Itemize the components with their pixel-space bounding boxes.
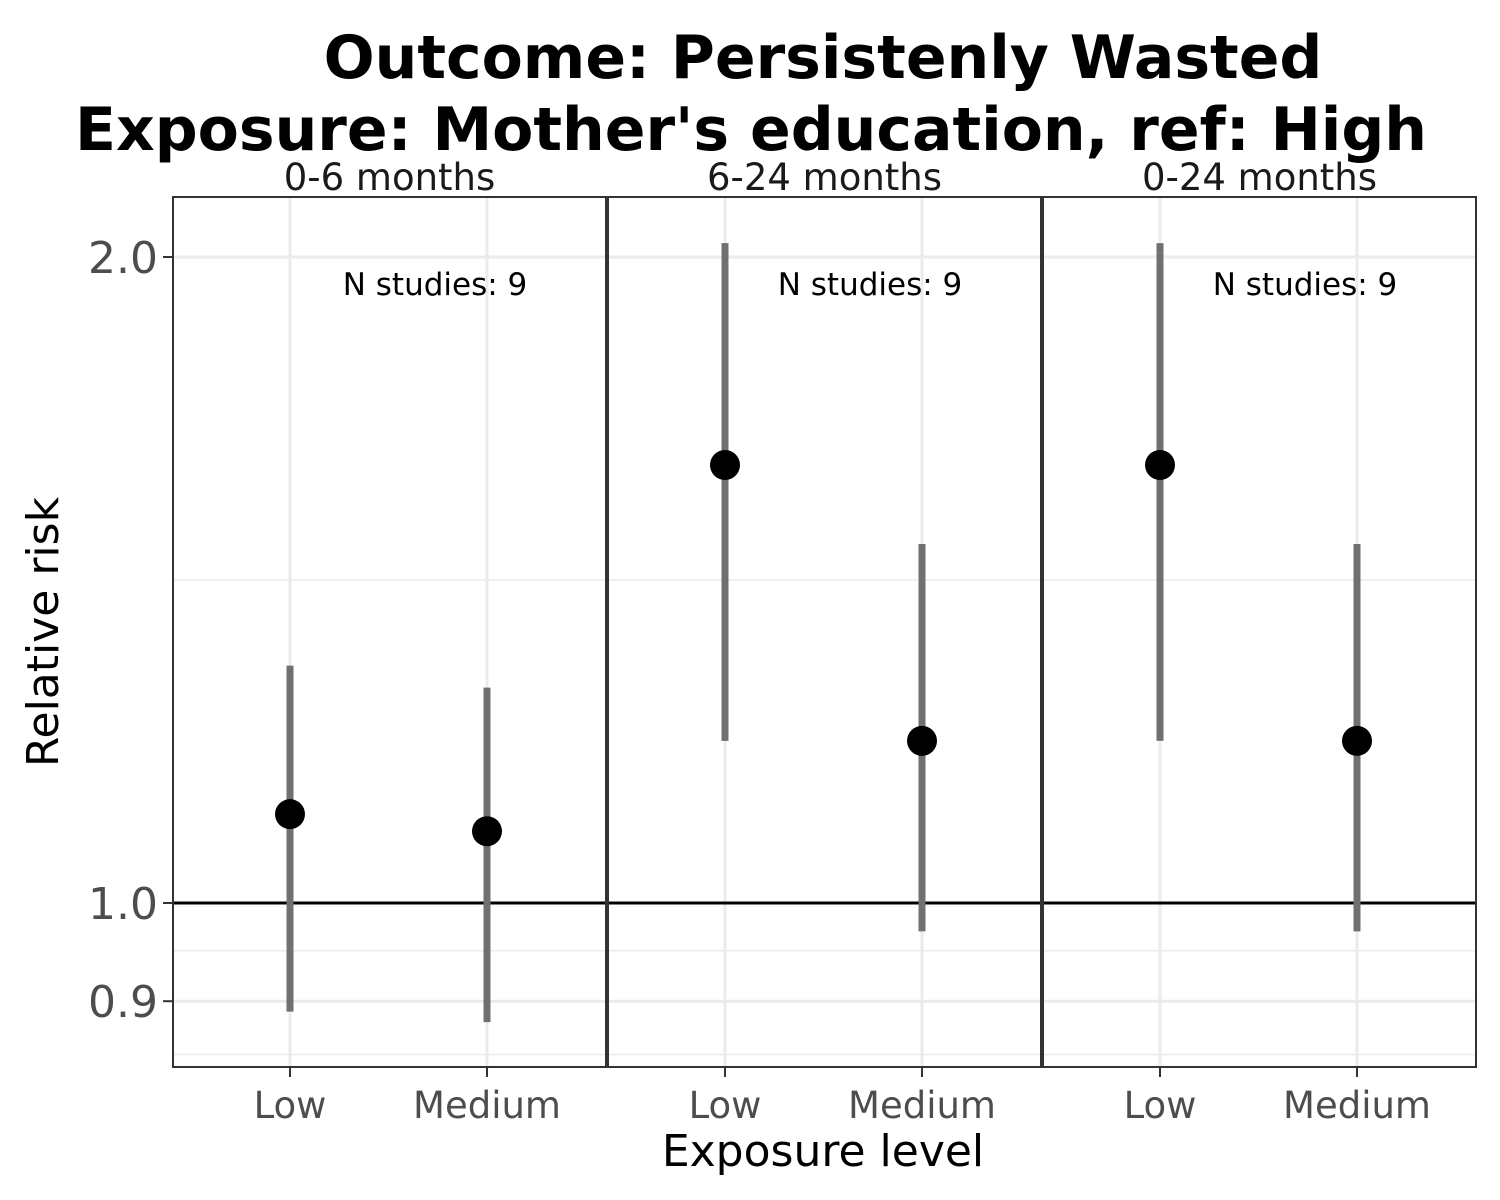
y-axis-title: Relative risk xyxy=(18,496,69,767)
point-low xyxy=(710,449,740,480)
x-tick-label: Low xyxy=(689,1084,762,1127)
n-studies-annotation: N studies: 9 xyxy=(778,267,963,303)
x-axis-title: Exposure level xyxy=(662,1126,984,1177)
n-studies-annotation: N studies: 9 xyxy=(343,267,528,303)
x-tick-label: Medium xyxy=(413,1084,561,1127)
chart-title-line1: Outcome: Persistenly Wasted xyxy=(324,23,1323,93)
point-low xyxy=(275,799,305,830)
x-tick-label: Medium xyxy=(1283,1084,1431,1127)
point-medium xyxy=(472,816,502,847)
point-medium xyxy=(1342,725,1372,756)
panel-1: N studies: 9 0-6 months Low Medium xyxy=(172,156,607,1127)
panel-3: N studies: 9 0-24 months Low Medium xyxy=(1042,156,1477,1127)
n-studies-annotation: N studies: 9 xyxy=(1213,267,1398,303)
panel-strip-label: 0-24 months xyxy=(1142,156,1377,199)
x-tick-label: Low xyxy=(1124,1084,1197,1127)
panel-border xyxy=(172,196,607,1068)
panel-background xyxy=(608,197,1041,1067)
y-tick-label: 1.0 xyxy=(88,879,158,930)
y-tick-label: 0.9 xyxy=(88,977,158,1028)
panel-2: N studies: 9 6-24 months Low Medium xyxy=(607,156,1042,1127)
y-tick-label: 2.0 xyxy=(88,233,158,284)
panel-border xyxy=(1042,196,1477,1068)
point-medium xyxy=(907,725,937,756)
panel-background xyxy=(1043,197,1476,1067)
panel-strip-label: 6-24 months xyxy=(707,156,942,199)
y-axis: 0.9 1.0 2.0 xyxy=(88,233,173,1028)
x-tick-label: Medium xyxy=(848,1084,996,1127)
point-low xyxy=(1145,449,1175,480)
x-tick-label: Low xyxy=(254,1084,327,1127)
panel-strip-label: 0-6 months xyxy=(284,156,496,199)
panel-border xyxy=(607,196,1042,1068)
panel-background xyxy=(173,197,606,1067)
chart-title-line2: Exposure: Mother's education, ref: High xyxy=(75,95,1427,165)
